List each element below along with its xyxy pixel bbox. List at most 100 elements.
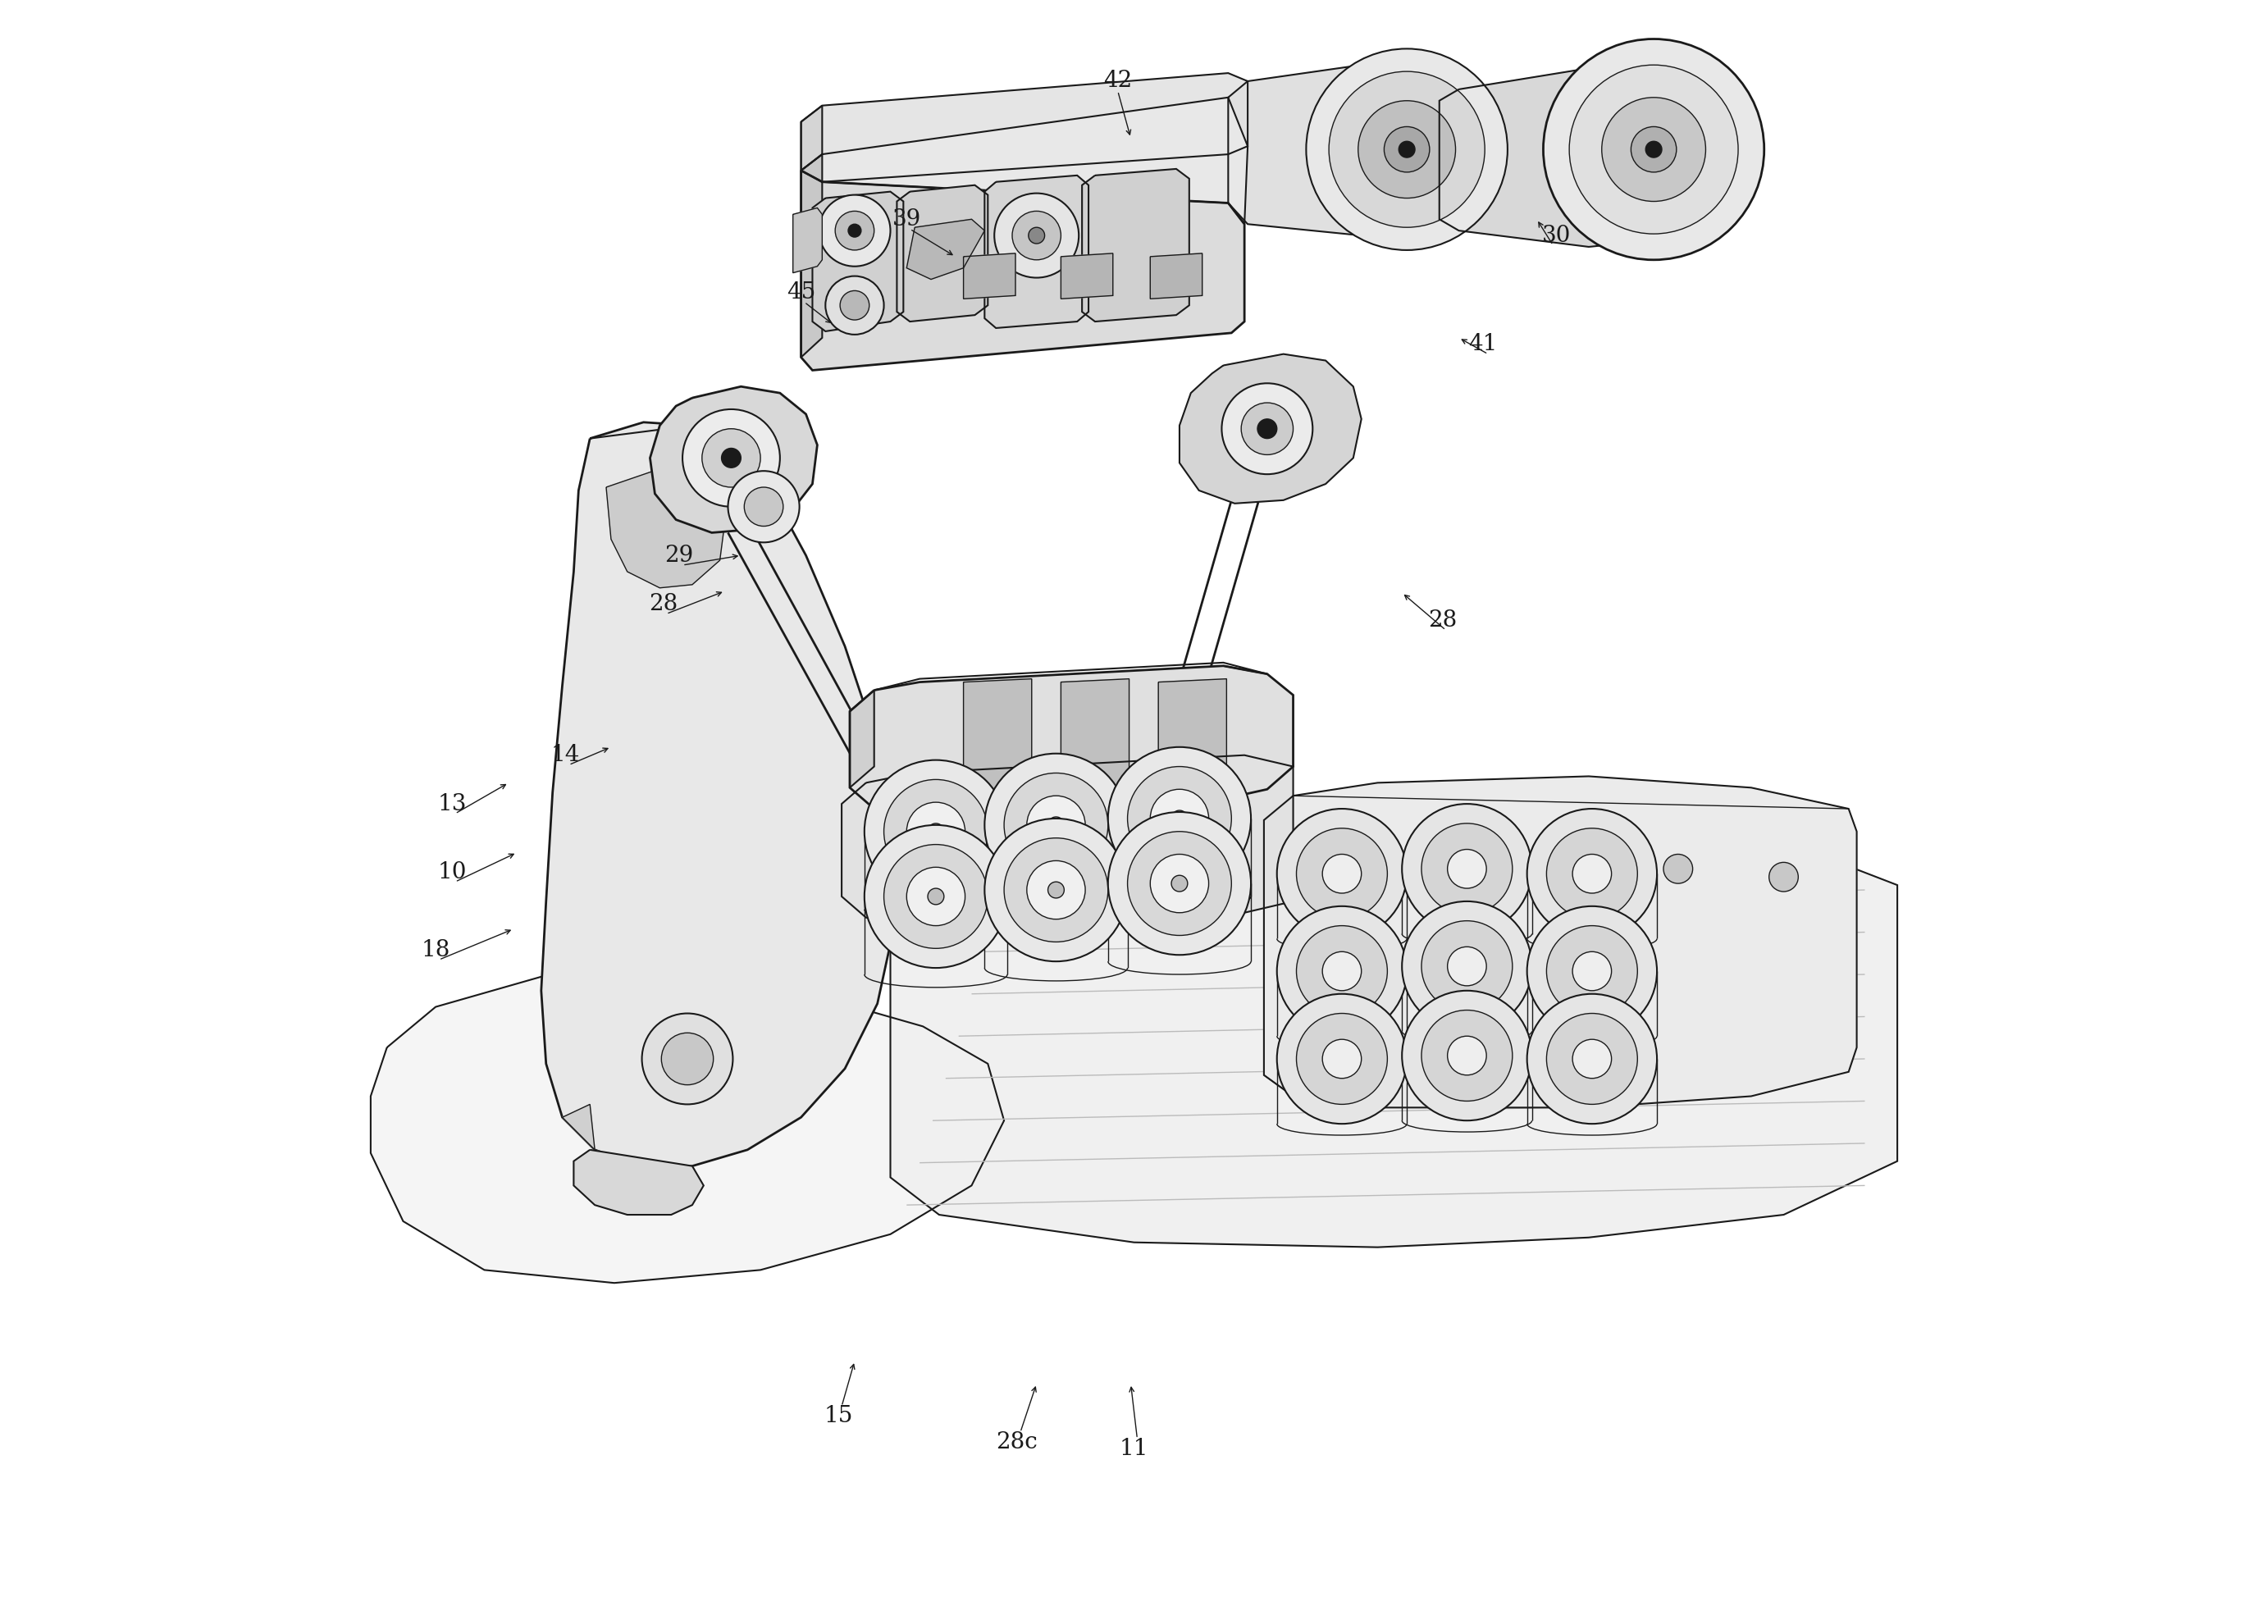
Circle shape: [1297, 1013, 1388, 1104]
Circle shape: [1447, 947, 1486, 986]
Circle shape: [907, 802, 966, 861]
Polygon shape: [1440, 65, 1685, 247]
Circle shape: [1277, 809, 1406, 939]
Circle shape: [1402, 991, 1531, 1121]
Circle shape: [662, 1033, 714, 1085]
Text: 14: 14: [551, 744, 581, 767]
Polygon shape: [896, 185, 989, 322]
Text: 45: 45: [787, 281, 816, 304]
Polygon shape: [964, 253, 1016, 299]
Circle shape: [984, 754, 1127, 896]
Polygon shape: [841, 755, 1293, 929]
Circle shape: [1027, 861, 1086, 919]
Text: 15: 15: [823, 1405, 853, 1427]
Circle shape: [885, 844, 989, 948]
Circle shape: [1572, 1039, 1613, 1078]
Polygon shape: [850, 690, 873, 788]
Circle shape: [1769, 862, 1799, 892]
Circle shape: [1447, 849, 1486, 888]
Polygon shape: [801, 73, 1247, 182]
Polygon shape: [1159, 679, 1227, 802]
Text: 39: 39: [891, 208, 921, 231]
Circle shape: [1005, 838, 1109, 942]
Text: 18: 18: [422, 939, 449, 961]
Circle shape: [1256, 419, 1277, 438]
Circle shape: [683, 409, 780, 507]
Text: 11: 11: [1120, 1437, 1148, 1460]
Circle shape: [928, 823, 943, 840]
Polygon shape: [651, 387, 816, 533]
Circle shape: [1027, 227, 1046, 244]
Circle shape: [1526, 809, 1658, 939]
Circle shape: [1547, 926, 1637, 1017]
Polygon shape: [1150, 253, 1202, 299]
Circle shape: [1297, 828, 1388, 919]
Polygon shape: [812, 192, 903, 331]
Circle shape: [1127, 831, 1232, 935]
Polygon shape: [370, 974, 1005, 1283]
Circle shape: [1277, 906, 1406, 1036]
Circle shape: [1572, 854, 1613, 893]
Circle shape: [1012, 211, 1061, 260]
Polygon shape: [907, 219, 984, 279]
Circle shape: [1359, 101, 1456, 198]
Circle shape: [1329, 71, 1486, 227]
Polygon shape: [801, 154, 823, 357]
Circle shape: [1547, 828, 1637, 919]
Polygon shape: [1263, 776, 1857, 1108]
Text: 28: 28: [1429, 609, 1456, 632]
Circle shape: [1241, 403, 1293, 455]
Polygon shape: [1229, 65, 1458, 235]
Text: 28c: 28c: [996, 1431, 1039, 1453]
Circle shape: [1526, 994, 1658, 1124]
Circle shape: [1631, 127, 1676, 172]
Circle shape: [848, 224, 862, 237]
Circle shape: [1383, 127, 1429, 172]
Circle shape: [1662, 854, 1692, 883]
Circle shape: [1447, 1036, 1486, 1075]
Circle shape: [1569, 65, 1737, 234]
Circle shape: [993, 193, 1080, 278]
Circle shape: [1277, 994, 1406, 1124]
Text: 28: 28: [649, 593, 678, 615]
Circle shape: [984, 818, 1127, 961]
Polygon shape: [850, 666, 1293, 815]
Circle shape: [1109, 812, 1252, 955]
Polygon shape: [562, 1104, 594, 1150]
Polygon shape: [984, 175, 1089, 328]
Polygon shape: [964, 679, 1032, 802]
Text: 42: 42: [1102, 70, 1132, 93]
Circle shape: [1027, 796, 1086, 854]
Circle shape: [1526, 906, 1658, 1036]
Circle shape: [1547, 1013, 1637, 1104]
Polygon shape: [606, 468, 726, 588]
Circle shape: [1322, 952, 1361, 991]
Circle shape: [1422, 823, 1513, 914]
Circle shape: [864, 825, 1007, 968]
Text: 30: 30: [1542, 224, 1572, 247]
Polygon shape: [794, 208, 823, 273]
Circle shape: [744, 487, 782, 526]
Polygon shape: [542, 422, 894, 1166]
Circle shape: [826, 276, 885, 335]
Circle shape: [1150, 854, 1209, 913]
Circle shape: [1601, 97, 1706, 201]
Circle shape: [1402, 804, 1531, 934]
Circle shape: [1222, 383, 1313, 474]
Polygon shape: [891, 812, 1898, 1247]
Polygon shape: [1082, 169, 1188, 322]
Circle shape: [1048, 817, 1064, 833]
Circle shape: [1399, 141, 1415, 158]
Circle shape: [819, 195, 891, 266]
Circle shape: [1322, 1039, 1361, 1078]
Circle shape: [1170, 810, 1188, 827]
Circle shape: [1647, 141, 1662, 158]
Text: 41: 41: [1470, 333, 1497, 356]
Circle shape: [1297, 926, 1388, 1017]
Polygon shape: [801, 171, 1245, 370]
Circle shape: [928, 888, 943, 905]
Polygon shape: [574, 1150, 703, 1215]
Polygon shape: [1179, 354, 1361, 503]
Polygon shape: [1061, 253, 1114, 299]
Circle shape: [1170, 875, 1188, 892]
